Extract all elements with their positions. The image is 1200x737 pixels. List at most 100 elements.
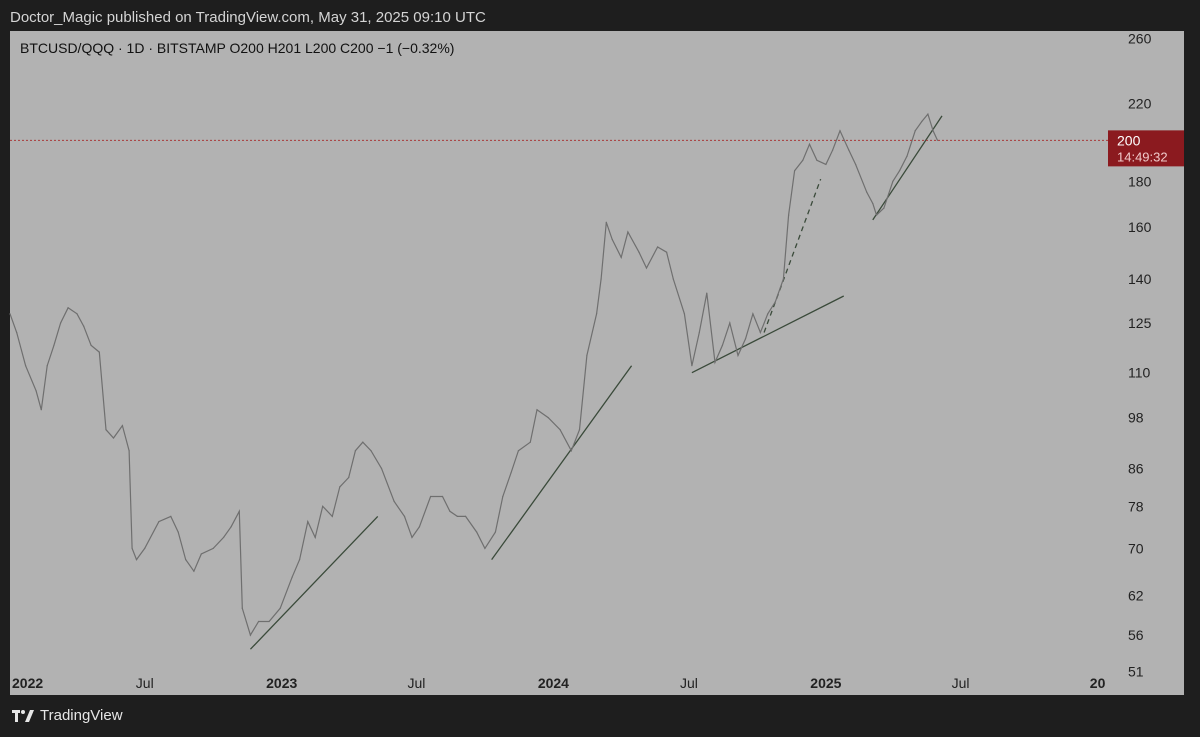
price-point bbox=[105, 429, 107, 431]
price-point bbox=[339, 486, 341, 488]
price-point bbox=[144, 547, 146, 549]
price-point bbox=[177, 531, 179, 533]
price-point bbox=[441, 495, 444, 498]
publish-info: Doctor_Magic published on TradingView.co… bbox=[10, 9, 486, 26]
price-point bbox=[706, 292, 708, 294]
y-tick-label: 110 bbox=[1128, 365, 1151, 381]
y-tick-label: 51 bbox=[1128, 663, 1144, 679]
price-point bbox=[914, 130, 916, 132]
price-point bbox=[794, 170, 796, 172]
price-point bbox=[46, 365, 48, 367]
price-series-line bbox=[9, 112, 939, 637]
series-group bbox=[9, 112, 939, 637]
last-price-value: 200 bbox=[1117, 132, 1141, 148]
price-point bbox=[517, 450, 520, 452]
y-tick-label: 180 bbox=[1128, 173, 1152, 189]
price-point bbox=[362, 441, 364, 443]
price-point bbox=[721, 344, 723, 347]
price-point bbox=[456, 515, 458, 518]
price-point bbox=[782, 278, 785, 280]
price-point bbox=[714, 361, 716, 363]
price-point bbox=[331, 515, 333, 518]
trendline[interactable] bbox=[491, 365, 633, 561]
price-point bbox=[875, 214, 878, 216]
price-point bbox=[752, 313, 754, 315]
price-point bbox=[494, 531, 496, 533]
tradingview-brand[interactable]: TradingView bbox=[12, 707, 123, 724]
y-tick-label: 98 bbox=[1128, 410, 1144, 426]
tradingview-brand-label: TradingView bbox=[40, 707, 123, 724]
price-point bbox=[484, 547, 486, 549]
price-point bbox=[212, 547, 214, 549]
y-axis-ticks: 260 220 180 160 140 125 110 98 86 78 70 62 56 51 bbox=[1128, 30, 1152, 679]
x-tick-label: Jul bbox=[136, 675, 154, 691]
price-point bbox=[476, 531, 478, 533]
x-tick-label: Jul bbox=[952, 675, 970, 691]
y-tick-label: 220 bbox=[1128, 95, 1152, 111]
price-point bbox=[464, 515, 467, 518]
price-point bbox=[627, 231, 629, 233]
price-point bbox=[40, 409, 42, 411]
y-tick-label: 160 bbox=[1128, 219, 1152, 235]
price-point bbox=[380, 467, 383, 469]
tradingview-logo-icon bbox=[12, 709, 34, 722]
price-point bbox=[788, 214, 790, 216]
price-point bbox=[866, 191, 868, 193]
price-point bbox=[672, 278, 674, 280]
trendline[interactable] bbox=[249, 515, 379, 650]
price-point bbox=[158, 520, 160, 523]
price-point bbox=[249, 634, 252, 636]
price-point bbox=[774, 301, 776, 303]
price-point bbox=[839, 130, 841, 132]
price-point bbox=[25, 365, 27, 367]
y-tick-label: 62 bbox=[1128, 588, 1144, 604]
price-point bbox=[848, 149, 850, 151]
price-point bbox=[529, 441, 531, 443]
trendline[interactable] bbox=[763, 178, 822, 333]
trendline[interactable] bbox=[691, 295, 845, 374]
price-point bbox=[729, 322, 731, 324]
x-tick-label: Jul bbox=[407, 675, 425, 691]
price-point bbox=[906, 155, 908, 157]
y-tick-label: 140 bbox=[1128, 271, 1152, 287]
x-tick-label: 2024 bbox=[538, 675, 569, 691]
price-point bbox=[611, 238, 613, 241]
y-tick-label: 56 bbox=[1128, 627, 1144, 643]
price-point bbox=[737, 354, 739, 357]
trendline[interactable] bbox=[872, 115, 943, 221]
price-point bbox=[354, 450, 357, 452]
price-point bbox=[393, 500, 395, 502]
price-point bbox=[645, 267, 648, 269]
price-point bbox=[825, 163, 827, 166]
price-point bbox=[883, 207, 885, 209]
price-point bbox=[744, 338, 747, 340]
x-tick-label: 2025 bbox=[810, 675, 841, 691]
price-point bbox=[403, 515, 406, 518]
price-point bbox=[298, 559, 301, 561]
price-point bbox=[98, 351, 100, 353]
price-point bbox=[638, 251, 640, 253]
price-point bbox=[831, 149, 834, 151]
price-point bbox=[759, 331, 761, 334]
price-point bbox=[808, 143, 811, 145]
price-point bbox=[291, 576, 293, 578]
price-point bbox=[76, 313, 78, 315]
price-point bbox=[121, 425, 124, 427]
price-point bbox=[223, 536, 225, 539]
price-point bbox=[927, 113, 929, 115]
price-point bbox=[322, 505, 324, 507]
x-tick-label: 2023 bbox=[266, 675, 297, 691]
y-tick-label: 86 bbox=[1128, 460, 1144, 476]
price-point bbox=[767, 313, 769, 315]
price-point bbox=[348, 476, 350, 479]
price-point bbox=[547, 417, 549, 419]
price-point bbox=[892, 180, 894, 182]
price-point bbox=[605, 221, 607, 223]
y-tick-label: 125 bbox=[1128, 315, 1152, 331]
price-point bbox=[510, 472, 512, 474]
price-point bbox=[83, 325, 85, 327]
price-point bbox=[683, 313, 686, 315]
price-point bbox=[170, 515, 172, 518]
